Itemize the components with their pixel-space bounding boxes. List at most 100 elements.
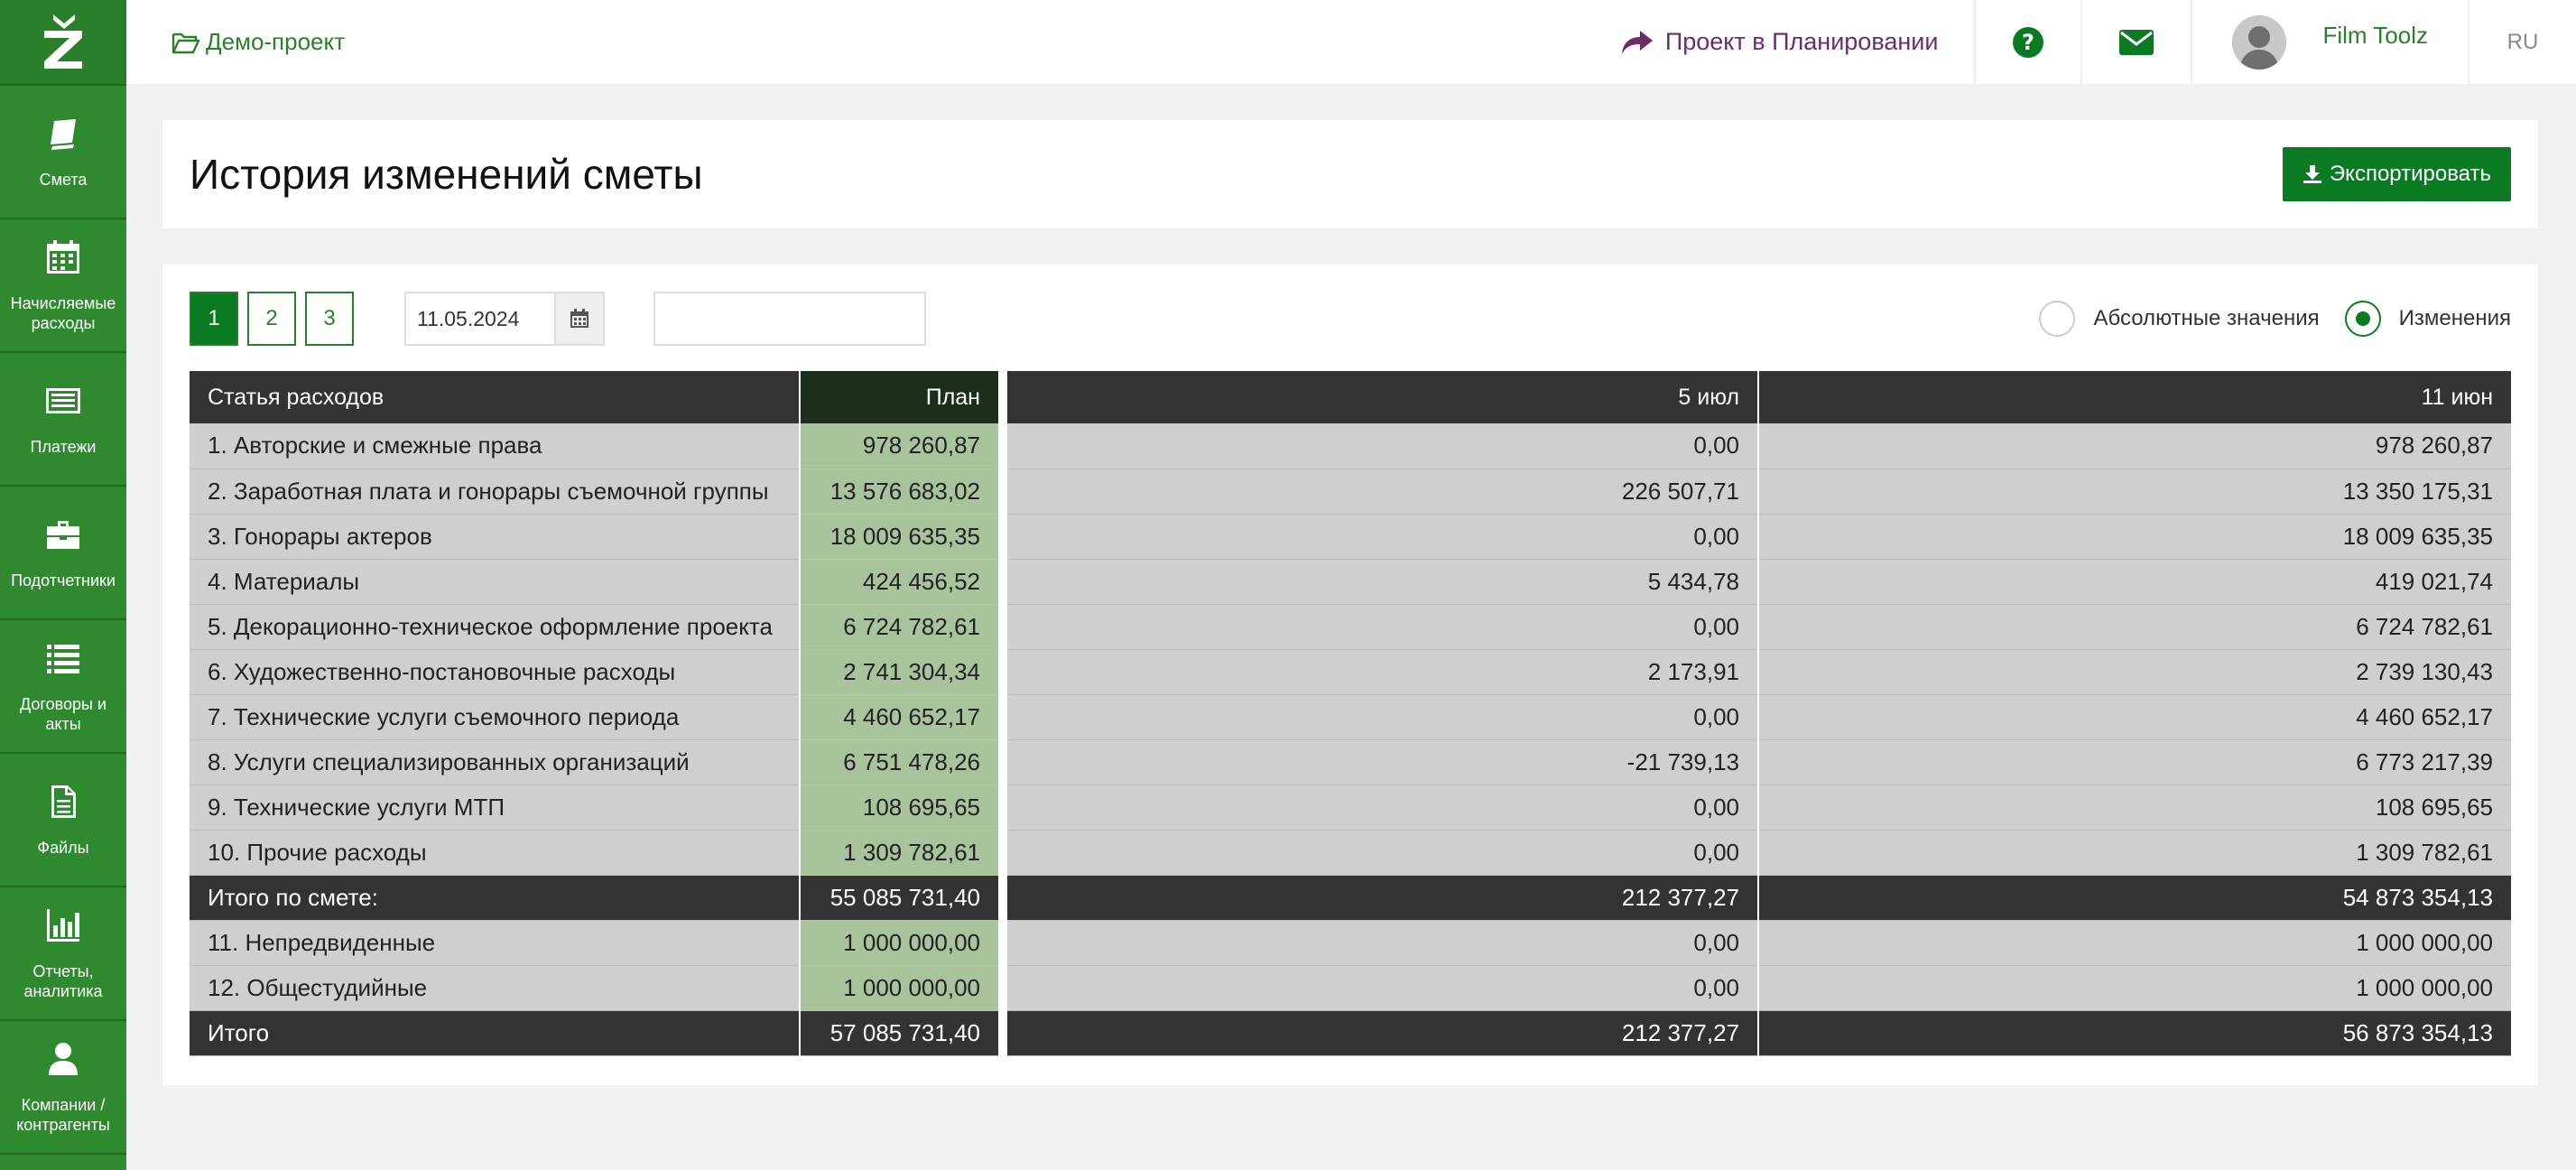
page-button-2[interactable]: 2 (247, 292, 296, 346)
header-expense-item[interactable]: Статья расходов (190, 371, 800, 423)
column-gap (998, 875, 1007, 920)
bar-chart-icon (43, 905, 83, 945)
cell-expense-item: 5. Декорационно-техническое оформление п… (190, 604, 800, 650)
cell-date-2: 978 260,87 (1757, 423, 2511, 469)
date-picker (404, 292, 605, 346)
controls-bar: 123 Абсолютные значения (190, 292, 2511, 348)
user-icon (43, 1039, 83, 1079)
search-box (653, 292, 937, 346)
export-label: Экспортировать (2329, 162, 2491, 186)
cell-plan: 55 085 731,40 (799, 875, 998, 921)
sidebar-item-label: Отчеты, аналитика (23, 962, 103, 1000)
column-gap (998, 371, 1007, 423)
envelope-icon (2119, 29, 2154, 55)
book-icon (43, 114, 83, 153)
table-row: 12. Общестудийные 1 000 000,00 0,00 1 000 0… (190, 965, 2511, 1011)
download-icon (2303, 165, 2321, 183)
sidebar-item-4[interactable]: Подотчетники (0, 487, 126, 620)
radio-changes-label: Изменения (2398, 306, 2511, 330)
cell-expense-item: Итого (190, 1010, 800, 1056)
cell-plan: 6 724 782,61 (799, 604, 998, 650)
language-switcher[interactable]: RU (2468, 0, 2576, 84)
table-row: 8. Услуги специализированных организаций… (190, 739, 2511, 785)
column-gap (998, 830, 1007, 875)
cell-plan: 978 260,87 (799, 423, 998, 469)
calendar-button[interactable] (554, 293, 603, 344)
cell-date-2: 54 873 354,13 (1757, 875, 2511, 921)
column-gap (998, 785, 1007, 830)
radio-absolute-label: Абсолютные значения (2093, 306, 2320, 330)
folder-open-icon (171, 32, 200, 53)
page-button-3[interactable]: 3 (305, 292, 354, 346)
planning-status-button[interactable]: Проект в Планировании (1584, 0, 1975, 84)
cell-date-1: 0,00 (1007, 514, 1758, 560)
search-input[interactable] (668, 307, 937, 330)
sidebar-item-label: Смета (39, 171, 88, 189)
cell-date-1: 0,00 (1007, 785, 1758, 831)
cell-expense-item: 8. Услуги специализированных организаций (190, 739, 800, 785)
total-row: Итого 57 085 731,40 212 377,27 56 873 354,1… (190, 1010, 2511, 1056)
header-date-1[interactable]: 5 июл (1007, 371, 1758, 423)
sidebar-item-7[interactable]: Отчеты, аналитика (0, 887, 126, 1021)
logo[interactable] (0, 0, 126, 86)
top-bar: Демо-проект Проект в Планировании ? (126, 0, 2576, 84)
radio-absolute-circle (2039, 301, 2076, 337)
sidebar-item-1[interactable]: Смета (0, 86, 126, 219)
cell-date-1: 226 507,71 (1007, 469, 1758, 515)
cell-expense-item: 4. Материалы (190, 559, 800, 605)
table-row: 4. Материалы 424 456,52 5 434,78 419 021,74 (190, 559, 2511, 605)
radio-absolute-values[interactable]: Абсолютные значения (2039, 301, 2320, 337)
cell-expense-item: Итого по смете: (190, 875, 800, 921)
lines-icon (43, 638, 83, 678)
table-row: 9. Технические услуги МТП 108 695,65 0,00 1… (190, 785, 2511, 831)
table-row: 11. Непредвиденные 1 000 000,00 0,00 1 000 … (190, 920, 2511, 966)
column-gap (998, 1010, 1007, 1055)
user-menu[interactable]: Film Toolz (2191, 0, 2468, 84)
sidebar-item-3[interactable]: Платежи (0, 353, 126, 487)
project-name: Демо-проект (206, 28, 346, 55)
messages-button[interactable] (2080, 0, 2191, 84)
cell-date-1: -21 739,13 (1007, 739, 1758, 785)
cell-date-2: 6 724 782,61 (1757, 604, 2511, 650)
svg-text:?: ? (2022, 30, 2034, 55)
budget-history-table: Статья расходов План 5 июл 11 июн 1. Авт… (190, 371, 2511, 1056)
cell-date-1: 212 377,27 (1007, 1010, 1758, 1056)
column-gap (998, 920, 1007, 965)
column-gap (998, 739, 1007, 785)
table-row: 5. Декорационно-техническое оформление п… (190, 604, 2511, 650)
cell-date-2: 6 773 217,39 (1757, 739, 2511, 785)
sidebar: Смета Начисляемые расходы Платежи Подотчетн… (0, 0, 126, 1170)
cell-expense-item: 12. Общестудийные (190, 965, 800, 1011)
cell-date-2: 1 000 000,00 (1757, 965, 2511, 1011)
cell-date-1: 5 434,78 (1007, 559, 1758, 605)
sidebar-item-2[interactable]: Начисляемые расходы (0, 219, 126, 353)
column-gap (998, 514, 1007, 559)
share-arrow-icon (1621, 30, 1653, 54)
user-silhouette-icon (2232, 14, 2287, 70)
briefcase-icon (43, 515, 83, 554)
header-plan[interactable]: План (799, 371, 998, 423)
export-button[interactable]: Экспортировать (2282, 147, 2511, 201)
sidebar-item-label: Подотчетники (11, 571, 116, 590)
page-button-1[interactable]: 1 (190, 292, 238, 346)
file-icon (43, 782, 83, 822)
column-gap (998, 469, 1007, 514)
sidebar-item-5[interactable]: Договоры и акты (0, 620, 126, 754)
cell-date-2: 4 460 652,17 (1757, 694, 2511, 740)
help-button[interactable]: ? (1974, 0, 2080, 84)
sidebar-item-6[interactable]: Файлы (0, 754, 126, 887)
date-input[interactable] (406, 293, 554, 344)
radio-changes[interactable]: Изменения (2344, 301, 2511, 337)
cell-plan: 1 000 000,00 (799, 965, 998, 1011)
logo-icon (44, 14, 82, 69)
sidebar-item-8[interactable]: Компании / контрагенты (0, 1021, 126, 1155)
sidebar-item-label: Начисляемые расходы (10, 294, 116, 332)
cell-date-1: 0,00 (1007, 965, 1758, 1011)
column-gap (998, 423, 1007, 469)
subtotal-row: Итого по смете: 55 085 731,40 212 377,27 54… (190, 875, 2511, 921)
cell-date-2: 1 309 782,61 (1757, 830, 2511, 876)
question-circle-icon: ? (2013, 26, 2044, 58)
cell-date-1: 0,00 (1007, 830, 1758, 876)
project-link[interactable]: Демо-проект (171, 28, 345, 56)
header-date-2[interactable]: 11 июн (1757, 371, 2511, 423)
